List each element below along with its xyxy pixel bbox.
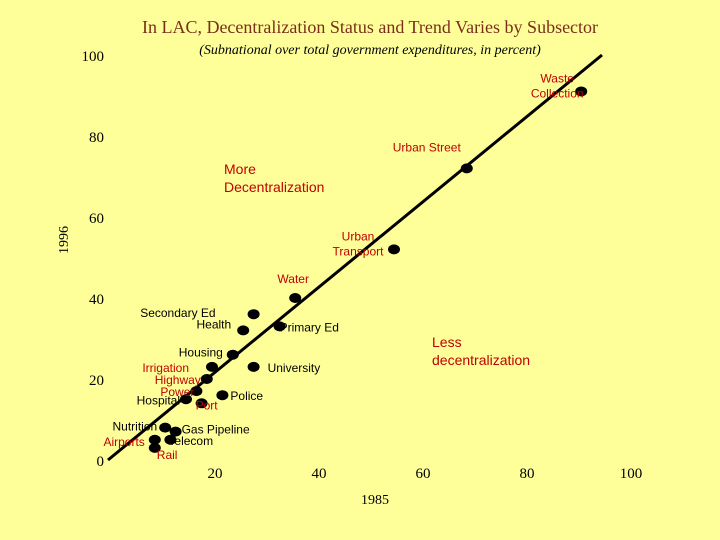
data-point-marker (247, 361, 260, 372)
data-point-marker (388, 244, 400, 255)
annotations: More Decentralization Less decentralization (224, 161, 530, 368)
data-point-marker (575, 86, 588, 97)
data-label: Health (197, 317, 232, 331)
data-label: University (268, 361, 321, 375)
chart-title: In LAC, Decentralization Status and Tren… (142, 17, 598, 37)
data-point-marker (237, 325, 250, 336)
data-label: Urban Street (393, 140, 462, 154)
data-label: Irrigation (142, 361, 189, 375)
data-point-marker (226, 349, 239, 360)
data-label: Waste Collection (531, 71, 584, 100)
data-point-marker (289, 293, 302, 303)
data-point-marker (169, 426, 182, 437)
y-axis-label: 1996 (57, 226, 72, 254)
data-markers (148, 86, 588, 453)
data-point-marker (200, 374, 213, 384)
annotation: Less decentralization (432, 334, 530, 368)
data-label: Urban Transport (333, 229, 385, 258)
x-tick-label: 60 (416, 466, 431, 482)
data-point-marker (190, 386, 203, 397)
y-tick-label: 100 (82, 49, 105, 65)
data-point-marker (148, 442, 161, 453)
data-label: Port (196, 398, 219, 412)
x-tick-label: 100 (620, 466, 643, 482)
trend-line (107, 53, 603, 462)
data-label: Hospital (137, 393, 180, 407)
y-tick-labels: 0 20 40 60 80 100 (82, 49, 105, 470)
data-point-marker (216, 390, 229, 401)
y-tick-label: 0 (97, 454, 105, 470)
data-point-marker (148, 434, 161, 445)
data-point-marker (159, 422, 172, 433)
x-tick-label: 80 (520, 466, 535, 482)
data-label: Nutrition (113, 420, 158, 434)
data-label: Primary Ed (280, 320, 339, 334)
data-label: Water (277, 272, 309, 286)
data-point-marker (164, 434, 177, 445)
data-point-marker (273, 321, 286, 332)
data-point-marker (206, 361, 218, 372)
y-tick-label: 20 (89, 373, 104, 389)
chart-subtitle: (Subnational over total government expen… (199, 43, 541, 58)
data-point-marker (180, 394, 192, 405)
data-label: Highway (155, 373, 201, 387)
y-tick-label: 80 (89, 130, 104, 146)
x-axis-label: 1985 (361, 493, 389, 508)
data-label: Telecom (168, 434, 213, 448)
data-label: Airports (103, 435, 144, 449)
x-tick-label: 40 (312, 466, 327, 482)
data-labels: Waste Collection Urban Street Urban Transpor… (103, 71, 583, 461)
annotation: More Decentralization (224, 161, 324, 195)
y-tick-label: 60 (89, 211, 104, 227)
data-point-marker (460, 163, 473, 174)
data-label: Rail (157, 448, 178, 462)
data-point-marker (195, 398, 208, 409)
x-tick-label: 20 (208, 466, 223, 482)
data-point-marker (247, 309, 260, 320)
data-label: Gas Pipeline (182, 423, 250, 437)
data-label: Power (160, 385, 194, 399)
y-tick-label: 40 (89, 292, 104, 308)
x-tick-labels: 20 40 60 80 100 (208, 466, 643, 482)
data-label: Housing (179, 346, 223, 360)
data-label: Police (230, 389, 263, 403)
data-label: Secondary Ed (140, 306, 215, 320)
